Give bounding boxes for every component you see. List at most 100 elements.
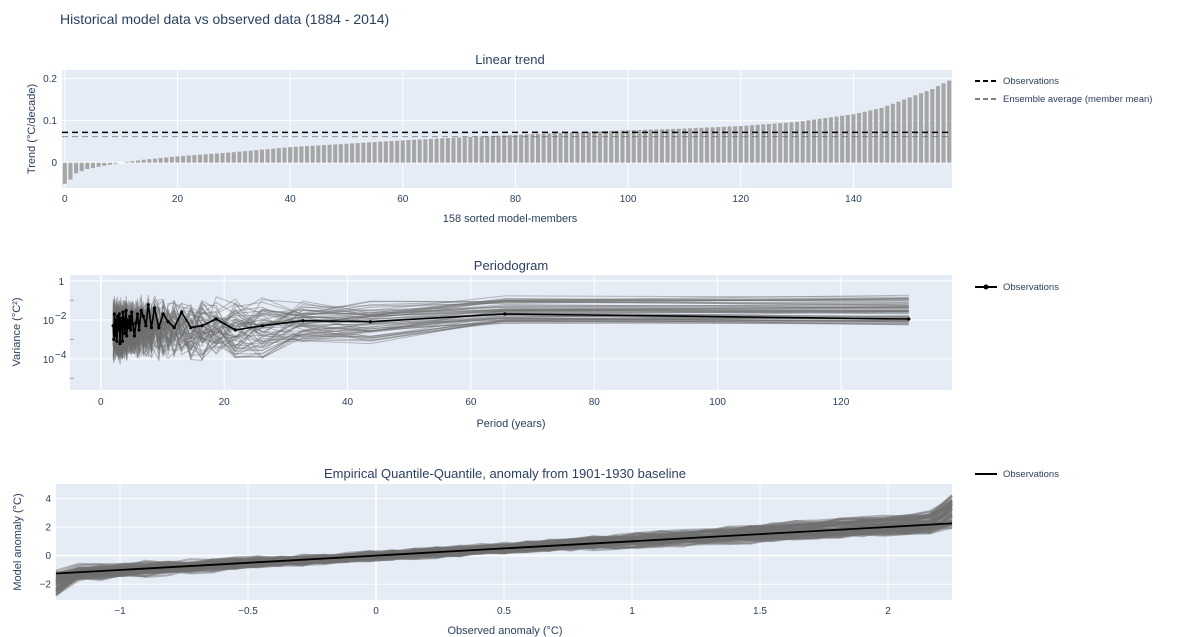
periodogram-observation-point — [157, 325, 161, 330]
trend-bar — [344, 143, 349, 163]
trend-bar — [789, 122, 794, 163]
periodogram-observation-point — [118, 316, 123, 320]
periodogram-observation-point — [189, 325, 193, 330]
periodogram-x-tick: 80 — [589, 397, 601, 408]
periodogram-model-line — [112, 314, 909, 357]
periodogram-observation-point — [139, 308, 143, 313]
trend-bar — [327, 144, 332, 163]
qq-observations-line — [55, 522, 953, 575]
qq-x-tick: 2 — [885, 606, 891, 617]
periodogram-observation-point — [114, 318, 118, 322]
trend-bar — [862, 111, 867, 163]
trend-bar — [276, 148, 281, 163]
trend-bar — [271, 148, 276, 163]
trend-bar — [434, 138, 439, 163]
periodogram-y-label: Variance (°C²) — [11, 298, 23, 367]
periodogram-observation-point — [113, 334, 117, 338]
trend-bar — [68, 162, 73, 180]
trend-bar — [197, 154, 203, 163]
linear-trend-x-tick: 80 — [510, 194, 522, 205]
trend-bar — [902, 99, 907, 163]
trend-bar — [840, 115, 845, 163]
trend-bar — [479, 136, 484, 163]
periodogram-observation-point — [161, 312, 165, 316]
trend-bar — [879, 107, 884, 163]
periodogram-observation-point — [128, 314, 132, 318]
periodogram-observation-point — [134, 321, 138, 325]
trend-bar — [74, 162, 79, 174]
periodogram-observation-point — [123, 322, 127, 326]
periodogram-observation-point — [233, 328, 237, 332]
periodogram-x-ticks: 0 20 40 60 80 100 120 — [98, 397, 850, 408]
periodogram-observation-point — [172, 325, 176, 330]
trend-bar — [282, 147, 287, 163]
linear-trend-y-ticks: 0 0.1 0.2 — [43, 74, 57, 169]
qq-y-tick: 0 — [45, 551, 51, 562]
trend-bar — [913, 95, 918, 163]
periodogram-observation-point — [130, 310, 134, 314]
legend-ensemble-average-label: Ensemble average (member mean) — [1003, 94, 1152, 105]
trend-bar — [113, 162, 118, 164]
trend-bar — [857, 112, 862, 163]
trend-bar — [806, 120, 811, 163]
periodogram-y-tick: 1 — [58, 277, 64, 288]
trend-bar — [220, 153, 225, 163]
trend-bar — [192, 155, 197, 163]
trend-bar — [541, 133, 546, 163]
periodogram-model-line — [112, 314, 909, 360]
periodogram-y-tick-exponent: −4 — [55, 350, 67, 361]
periodogram-observation-point — [122, 317, 126, 321]
trend-bar — [366, 142, 372, 163]
periodogram-x-tick: 60 — [465, 397, 477, 408]
trend-bar — [671, 128, 676, 163]
periodogram-x-tick: 40 — [342, 397, 354, 408]
trend-bar — [947, 80, 952, 163]
trend-bar — [299, 146, 304, 163]
periodogram-observation-point — [125, 334, 129, 338]
periodogram-observation-point — [111, 324, 115, 328]
periodogram-model-line — [112, 313, 909, 357]
trend-bar — [321, 145, 326, 163]
linear-trend-x-tick: 0 — [62, 194, 68, 205]
periodogram-observation-point — [214, 317, 218, 321]
qq-x-tick: 0.5 — [497, 606, 511, 617]
trend-bar — [231, 152, 236, 163]
trend-bar — [924, 91, 929, 163]
trend-bar — [851, 114, 856, 163]
trend-bar — [631, 130, 636, 163]
periodogram-observation-point — [120, 339, 125, 343]
qq-x-tick: −1 — [114, 606, 126, 617]
qq-legend: Observations — [975, 469, 1059, 480]
periodogram-observation-point — [112, 312, 117, 316]
trend-bar — [941, 83, 946, 163]
trend-bar — [828, 117, 833, 163]
trend-bar — [423, 139, 428, 163]
linear-trend-y-tick: 0.2 — [43, 74, 57, 85]
trend-bar — [738, 126, 743, 163]
periodogram-y-tick-exponent: −2 — [55, 311, 67, 322]
trend-bar — [817, 118, 822, 163]
trend-bar — [519, 134, 524, 163]
qq-x-tick: −0.5 — [238, 606, 258, 617]
trend-bar — [412, 139, 417, 163]
periodogram-observation-point — [126, 318, 130, 322]
trend-bar — [744, 125, 749, 163]
periodogram-title: Periodogram — [474, 258, 548, 273]
linear-trend-legend: Observations Ensemble average (member me… — [975, 76, 1152, 105]
trend-bar — [406, 140, 411, 163]
trend-bar — [930, 88, 935, 163]
trend-bar — [609, 130, 614, 163]
linear-trend-y-label: Trend (°C/decade) — [26, 84, 38, 174]
trend-bar — [62, 162, 67, 184]
periodogram-x-label: Period (years) — [476, 418, 545, 430]
periodogram-observation-point — [116, 328, 120, 332]
periodogram-observation-point — [115, 314, 120, 318]
trend-bar — [586, 131, 591, 163]
periodogram-model-line — [112, 316, 909, 364]
trend-bar — [372, 142, 377, 163]
periodogram-y-tick: 10 — [43, 316, 55, 327]
linear-trend-y-tick: 0 — [51, 158, 57, 169]
periodogram-observations — [111, 303, 911, 346]
trend-bar — [428, 138, 433, 163]
